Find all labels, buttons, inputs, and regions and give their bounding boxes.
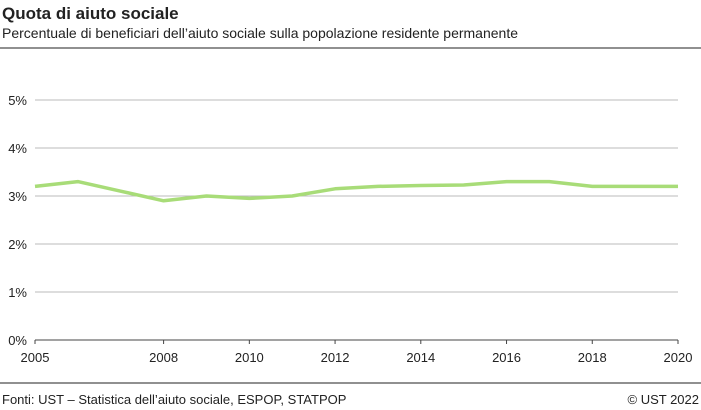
source: Fonti: UST – Statistica dell’aiuto socia…	[2, 392, 346, 407]
y-tick-label: 1%	[8, 285, 27, 300]
x-tick-label: 2005	[21, 350, 50, 365]
x-tick-label: 2014	[406, 350, 435, 365]
y-tick-label: 5%	[8, 93, 27, 108]
y-tick-label: 3%	[8, 189, 27, 204]
y-tick-label: 4%	[8, 141, 27, 156]
x-tick-label: 2012	[321, 350, 350, 365]
x-tick-label: 2020	[664, 350, 693, 365]
copyright: © UST 2022	[628, 392, 700, 407]
x-tick-label: 2008	[149, 350, 178, 365]
data-line	[34, 179, 678, 203]
x-tick-label: 2016	[492, 350, 521, 365]
chart-title: Quota di aiuto sociale	[2, 4, 179, 23]
x-tick-label: 2018	[578, 350, 607, 365]
x-tick-label: 2010	[235, 350, 264, 365]
y-tick-label: 2%	[8, 237, 27, 252]
chart-subtitle: Percentuale di beneficiari dell’aiuto so…	[2, 25, 518, 41]
y-tick-label: 0%	[8, 333, 27, 348]
